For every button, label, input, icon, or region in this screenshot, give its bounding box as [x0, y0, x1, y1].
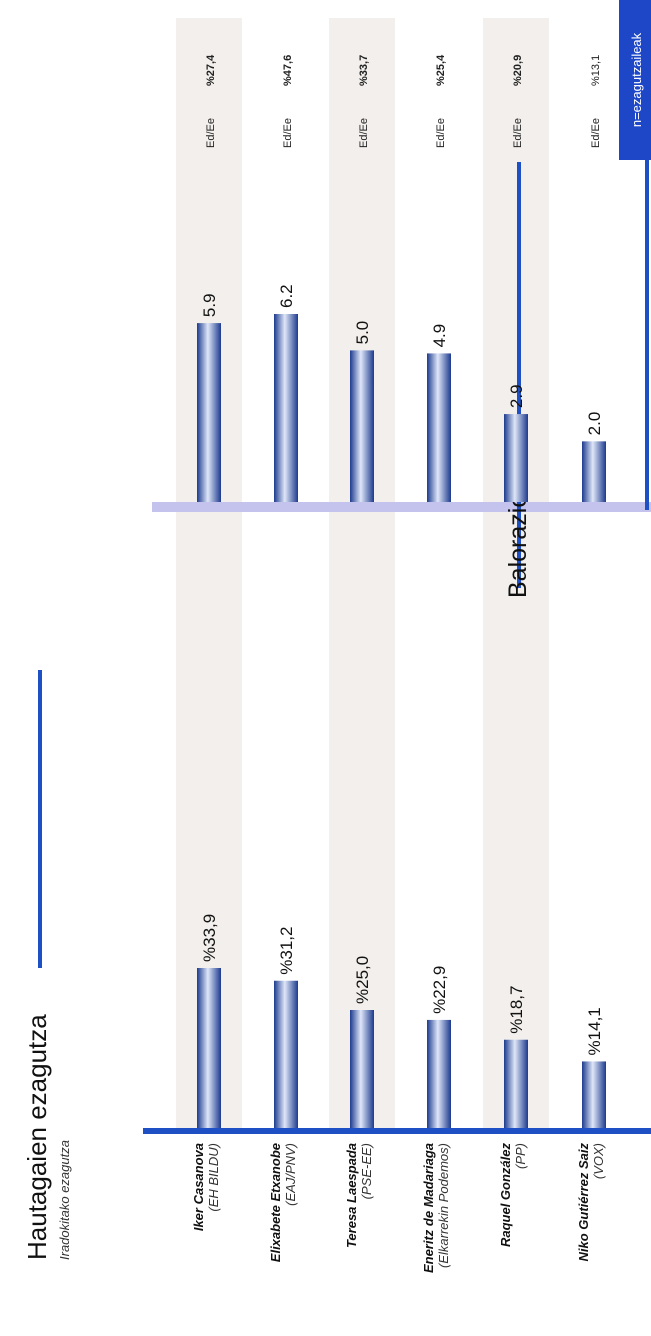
- knowledge-value-label: %14,1: [585, 1007, 604, 1055]
- candidate-name: Niko Gutiérrez Saiz: [576, 1143, 591, 1262]
- candidate-name: Raquel González: [498, 1143, 513, 1248]
- knowledge-value-label: %18,7: [507, 986, 526, 1034]
- candidate-party: (PSE-EE): [359, 1143, 374, 1199]
- knowledge-value-label: %31,2: [277, 927, 296, 975]
- knowledge-bar: [427, 1019, 451, 1128]
- rating-bar: [582, 441, 606, 502]
- rating-value-label: 4.9: [430, 324, 449, 348]
- rating-value-label: 2.9: [507, 384, 526, 408]
- ed-ee-value: %27,4: [205, 54, 217, 86]
- candidate-name: Teresa Laespada: [344, 1143, 359, 1248]
- rating-bar: [504, 414, 528, 502]
- ed-ee-value: %47,6: [282, 55, 294, 86]
- rating-value-label: 5.9: [200, 293, 219, 317]
- knowledge-value-label: %33,9: [200, 914, 219, 962]
- knowledge-title-rule: [38, 670, 42, 968]
- candidate-party: (EH BILDU): [206, 1143, 221, 1212]
- ed-ee-value: %25,4: [435, 54, 447, 86]
- table-header-box: [619, 0, 651, 160]
- knowledge-bar: [582, 1061, 606, 1128]
- rating-value-label: 2.0: [585, 412, 604, 436]
- column-stripe: [483, 18, 549, 1128]
- ed-ee-label: Ed/Ee: [205, 118, 217, 148]
- candidate-name: Eneritz de Madariaga: [421, 1143, 436, 1273]
- rating-title-rule: [517, 162, 521, 588]
- knowledge-title: Hautagaien ezagutza: [22, 1014, 52, 1260]
- rating-value-label: 5.0: [353, 321, 372, 345]
- candidate-name: Iker Casanova: [191, 1143, 206, 1231]
- candidate-party: (EAJ/PNV): [283, 1143, 298, 1206]
- column-stripe: [176, 18, 242, 1128]
- candidate-party: (PP): [513, 1143, 528, 1169]
- knowledge-bar: [350, 1010, 374, 1128]
- table-header-rule: [645, 148, 649, 510]
- ed-ee-value: %20,9: [512, 55, 524, 86]
- ed-ee-label: Ed/Ee: [358, 118, 370, 148]
- ed-ee-value: %13,1: [590, 55, 602, 86]
- candidate-party: (Elkarrekin Podemos): [436, 1143, 451, 1268]
- ed-ee-label: Ed/Ee: [512, 118, 524, 148]
- rating-bar: [350, 350, 374, 502]
- rating-bar: [274, 314, 298, 502]
- rating-baseline: [152, 502, 651, 512]
- knowledge-subtitle: Iradokitako ezagutza: [57, 1140, 72, 1260]
- ed-ee-label: Ed/Ee: [435, 118, 447, 148]
- ed-ee-value: %33,7: [358, 55, 370, 86]
- rating-bar: [427, 353, 451, 502]
- candidate-name: Elixabete Etxanobe: [268, 1143, 283, 1262]
- column-stripe: [329, 18, 395, 1128]
- rating-bar: [197, 323, 221, 502]
- knowledge-value-label: %25,0: [353, 956, 372, 1004]
- ed-ee-label: Ed/Ee: [282, 118, 294, 148]
- candidate-party: (VOX): [591, 1143, 606, 1179]
- knowledge-bar: [504, 1039, 528, 1128]
- knowledge-bar: [197, 968, 221, 1128]
- knowledge-baseline: [143, 1128, 651, 1134]
- knowledge-bar: [274, 980, 298, 1128]
- ed-ee-label: Ed/Ee: [590, 118, 602, 148]
- knowledge-value-label: %22,9: [430, 966, 449, 1014]
- rating-value-label: 6.2: [277, 284, 296, 308]
- table-header: n=ezagutzaileak: [629, 32, 644, 127]
